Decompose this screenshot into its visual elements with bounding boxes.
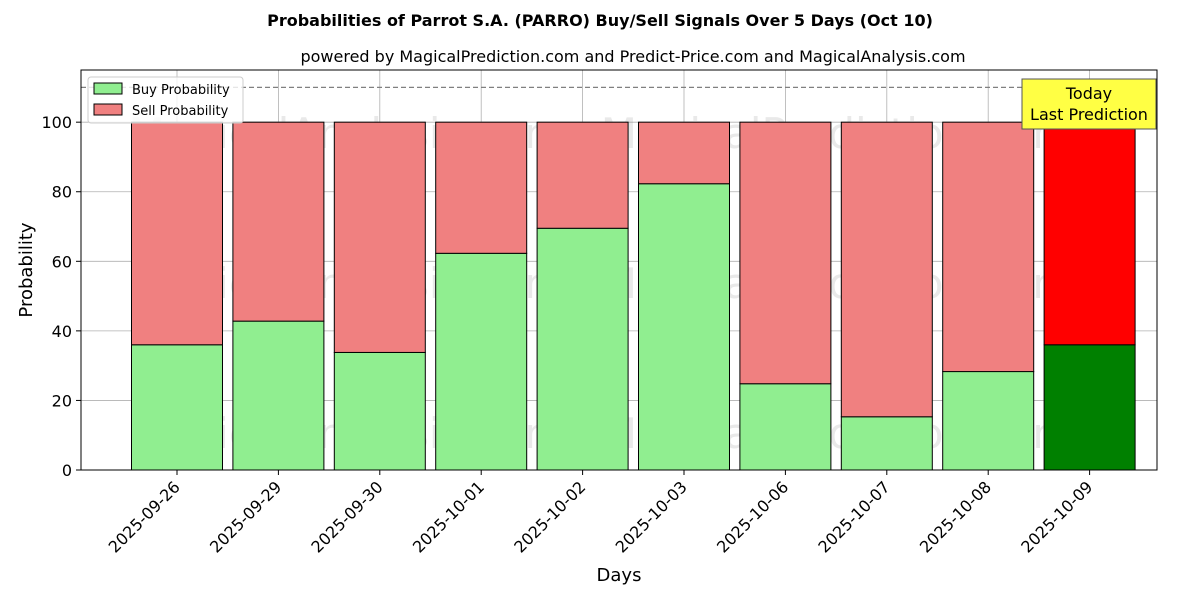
x-tick-label: 2025-10-02 [510,477,589,556]
x-tick-label: 2025-10-03 [612,477,691,556]
bar-sell [1043,121,1136,346]
y-tick-label: 20 [52,391,72,410]
x-axis-label: Days [597,565,642,586]
plot-frame [80,69,1158,471]
y-axis-ticks: 0 20 40 60 80 100 [41,113,81,480]
x-tick-label: 2025-09-30 [307,477,386,556]
x-tick-label: 2025-09-26 [105,477,184,556]
bar-buy [638,183,730,471]
bar-buy [840,416,933,471]
legend-box [87,76,244,124]
x-tick-label: 2025-10-07 [814,477,893,556]
chart-subtitle: powered by MagicalPrediction.com and Pre… [300,47,965,66]
y-axis-label: Probability [16,222,37,317]
x-axis-ticks: 2025-09-26 2025-09-29 2025-09-30 2025-10-01… [105,470,1096,557]
today-annotation-box [1021,78,1157,130]
bar-buy [333,351,426,471]
x-tick-label: 2025-10-06 [713,477,792,556]
bar-buy [536,227,629,471]
today-annotation: Today Last Prediction [1021,78,1157,130]
x-tick-label: 2025-10-08 [916,477,995,556]
bar-buy [232,320,325,471]
x-tick-label: 2025-09-29 [206,477,285,556]
today-label: Today [1065,84,1112,103]
y-tick-label: 40 [52,322,72,341]
bars [131,121,1136,471]
y-tick-label: 60 [52,252,72,271]
legend-swatch-sell [93,103,123,116]
bar-sell [435,121,528,254]
legend-label-sell: Sell Probability [132,104,229,119]
x-tick-label: 2025-10-09 [1017,477,1096,556]
bar-sell [536,121,629,229]
last-prediction-label: Last Prediction [1030,105,1148,124]
bar-sell [638,121,730,185]
bar-buy [739,383,832,471]
bar-buy [1043,344,1136,471]
bar-sell [739,121,832,385]
bar-sell [840,121,933,418]
bar-sell [942,121,1035,373]
y-tick-label: 100 [41,113,72,132]
bar-buy [435,252,528,471]
y-tick-label: 0 [62,461,72,480]
x-tick-label: 2025-10-01 [409,477,488,556]
bar-buy [942,371,1035,471]
bar-buy [131,344,223,471]
bar-sell [232,121,325,322]
bar-sell [131,121,223,346]
legend-swatch-buy [93,82,123,95]
bar-sell [333,121,426,353]
chart-title: Probabilities of Parrot S.A. (PARRO) Buy… [267,11,933,30]
legend: Buy Probability Sell Probability [87,76,244,124]
legend-label-buy: Buy Probability [132,83,230,98]
y-tick-label: 80 [52,183,72,202]
